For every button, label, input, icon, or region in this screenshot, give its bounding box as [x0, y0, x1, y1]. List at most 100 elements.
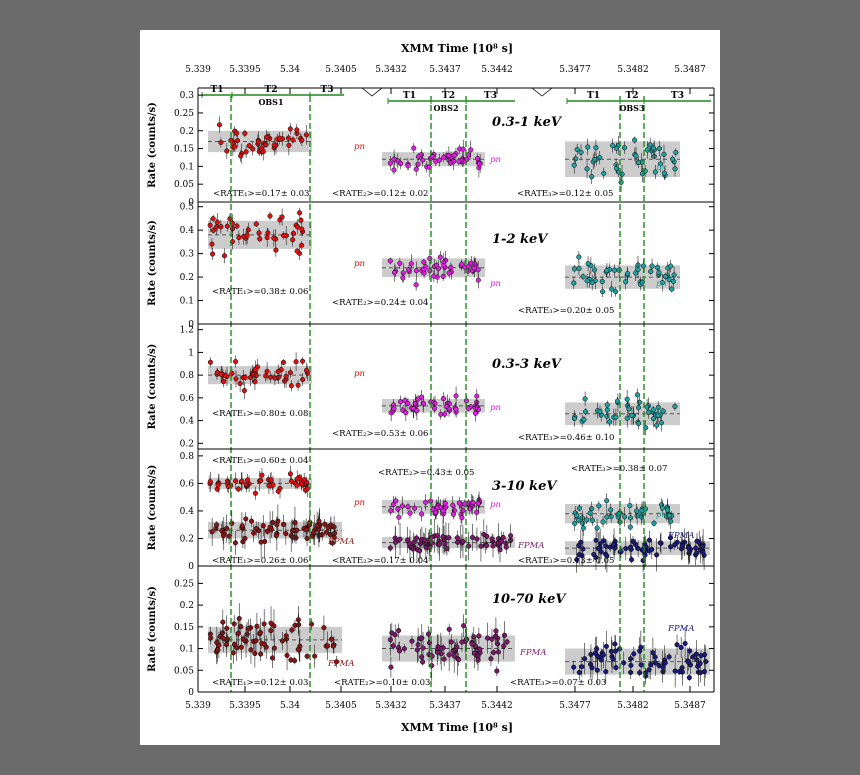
data-point — [594, 525, 600, 531]
data-point — [224, 625, 230, 631]
data-point — [390, 643, 396, 649]
data-point — [311, 530, 317, 536]
data-point — [636, 420, 642, 427]
data-point — [476, 633, 482, 639]
mean-rate-label: <RATE₁>=0.80± 0.08 — [212, 409, 308, 419]
data-point — [440, 273, 446, 280]
data-point — [268, 620, 274, 626]
data-point — [234, 130, 240, 136]
data-point — [472, 410, 479, 416]
data-point — [500, 534, 506, 540]
data-point — [412, 401, 418, 407]
data-point — [235, 630, 241, 636]
data-point — [456, 158, 462, 164]
instrument-label: FPMA — [667, 624, 694, 634]
data-point — [267, 213, 273, 219]
data-point — [322, 521, 328, 527]
data-point — [387, 637, 393, 643]
data-point — [576, 505, 582, 511]
axes-layer — [197, 87, 715, 693]
data-point — [678, 644, 684, 651]
data-point — [471, 634, 477, 640]
data-point — [415, 642, 421, 648]
instrument-label: pn — [490, 403, 501, 413]
data-point — [266, 483, 272, 489]
data-point — [493, 628, 499, 634]
data-point — [659, 505, 666, 511]
y-tick-label: 0.5 — [180, 203, 195, 213]
data-point — [301, 477, 307, 483]
data-point — [286, 142, 292, 148]
data-point — [628, 557, 635, 563]
data-point — [472, 261, 478, 267]
data-point — [674, 642, 680, 648]
bottom-tick-label: 5.3442 — [481, 701, 513, 711]
data-point — [459, 639, 465, 645]
data-point — [654, 264, 661, 271]
data-point — [294, 248, 300, 254]
data-point — [225, 484, 231, 490]
data-point — [401, 646, 407, 652]
data-point — [420, 266, 427, 273]
data-point — [634, 508, 640, 514]
data-point — [694, 550, 700, 556]
top-axis-title: XMM Time [10⁸ s] — [401, 42, 513, 55]
data-point — [627, 502, 633, 509]
data-point — [604, 402, 610, 408]
data-point — [434, 649, 440, 655]
data-point — [215, 482, 221, 488]
data-point — [465, 263, 471, 269]
data-point — [314, 522, 320, 529]
data-point — [623, 279, 629, 285]
mean-rate-label: <RATE₁>=0.12± 0.03 — [212, 678, 308, 688]
bottom-tick-label: 5.3482 — [617, 701, 649, 711]
data-point — [414, 535, 420, 541]
data-point — [650, 650, 656, 656]
y-tick-label: 0.2 — [180, 127, 194, 137]
data-point — [392, 539, 399, 545]
data-point — [576, 254, 582, 260]
y-tick-label: 1.2 — [180, 326, 194, 336]
data-point — [652, 660, 658, 666]
top-tick-label: 5.3395 — [229, 65, 261, 75]
data-point — [298, 217, 304, 223]
data-point — [387, 258, 393, 264]
data-point — [248, 647, 254, 653]
data-point — [579, 664, 585, 670]
data-point — [598, 549, 604, 555]
y-tick-label: 0.6 — [180, 479, 195, 489]
data-point — [275, 488, 281, 494]
lines-layer — [230, 96, 645, 692]
data-point — [469, 534, 476, 540]
data-point — [419, 394, 425, 400]
data-point — [218, 224, 224, 230]
data-point — [655, 412, 661, 419]
data-point — [670, 278, 676, 285]
data-point — [420, 645, 426, 651]
data-point — [405, 163, 411, 169]
data-point — [607, 419, 613, 425]
data-point — [279, 214, 285, 220]
bottom-axis-title: XMM Time [10⁸ s] — [401, 721, 513, 734]
data-point — [431, 273, 437, 279]
segment-label: T3 — [484, 91, 497, 101]
bottom-tick-label: 5.3437 — [429, 701, 461, 711]
data-point — [448, 160, 454, 166]
instrument-label: pn — [656, 407, 667, 417]
data-point — [662, 660, 668, 666]
y-axis-label: Rate (counts/s) — [147, 220, 158, 306]
data-point — [414, 647, 420, 653]
data-point — [589, 517, 595, 523]
top-tick-label: 5.34 — [280, 65, 300, 75]
data-point — [574, 146, 580, 153]
data-point — [668, 263, 674, 269]
data-point — [589, 174, 595, 180]
instrument-label: pn — [354, 498, 365, 508]
instrument-label: FPMA — [517, 541, 544, 551]
data-point — [633, 153, 639, 159]
data-point — [624, 396, 630, 402]
data-point — [571, 162, 577, 168]
data-point — [661, 170, 667, 176]
data-point — [259, 640, 265, 646]
data-point — [430, 506, 436, 512]
